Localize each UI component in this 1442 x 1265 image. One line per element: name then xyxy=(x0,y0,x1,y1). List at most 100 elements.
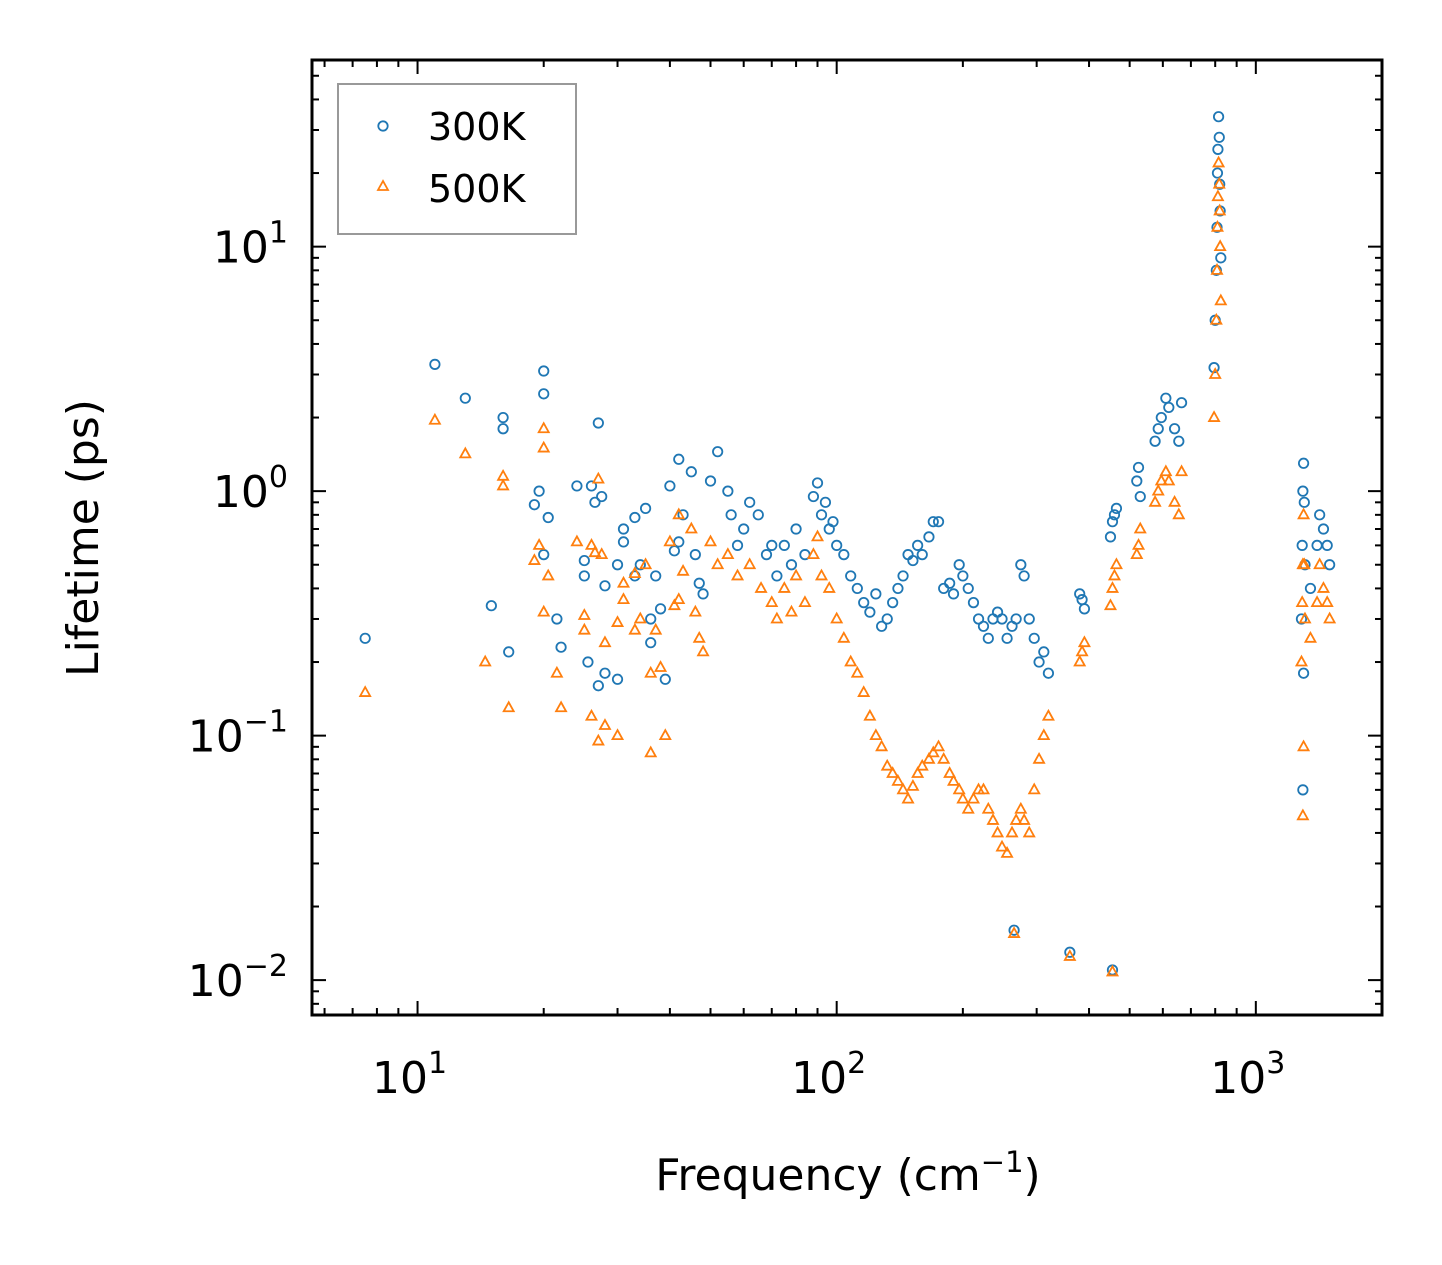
point-300k-124 xyxy=(1149,435,1161,447)
point-500k-123 xyxy=(1162,473,1176,486)
point-300k-151 xyxy=(1304,582,1317,595)
point-500k-91 xyxy=(976,782,991,795)
point-300k-142 xyxy=(1215,252,1227,264)
point-300k-33 xyxy=(639,502,652,514)
x-tick-label-1: 102 xyxy=(791,1046,866,1104)
point-500k-97 xyxy=(1005,825,1019,838)
point-300k-2 xyxy=(459,392,471,404)
point-500k-110 xyxy=(1077,635,1091,648)
point-300k-48 xyxy=(704,475,717,487)
point-300k-153 xyxy=(1314,509,1326,521)
point-300k-89 xyxy=(944,577,956,589)
point-500k-35 xyxy=(644,745,658,758)
point-300k-147 xyxy=(1298,496,1310,508)
y-tick-label-exp: −2 xyxy=(244,949,288,984)
point-300k-115 xyxy=(1078,603,1091,615)
x-axis-title-end: ) xyxy=(1024,1150,1041,1201)
point-300k-25 xyxy=(599,667,611,679)
point-300k-34 xyxy=(645,613,657,625)
point-300k-0 xyxy=(359,632,371,644)
point-500k-105 xyxy=(1041,708,1055,721)
point-300k-16 xyxy=(578,570,590,582)
point-500k-109 xyxy=(1075,644,1089,657)
point-300k-149 xyxy=(1297,784,1309,796)
point-500k-83 xyxy=(937,751,951,764)
x-axis-title-sup: −1 xyxy=(981,1145,1024,1179)
point-300k-24 xyxy=(599,580,611,592)
point-300k-20 xyxy=(589,496,601,508)
point-300k-14 xyxy=(555,641,567,653)
point-500k-5 xyxy=(496,468,510,481)
point-500k-88 xyxy=(961,801,975,814)
point-300k-3 xyxy=(485,600,497,612)
point-300k-56 xyxy=(760,549,773,561)
point-300k-64 xyxy=(811,477,824,489)
point-300k-139 xyxy=(1213,131,1225,143)
point-500k-103 xyxy=(1032,751,1046,764)
point-500k-40 xyxy=(667,598,681,611)
point-300k-45 xyxy=(689,549,701,561)
point-500k-99 xyxy=(1014,801,1028,814)
point-300k-93 xyxy=(962,582,974,595)
point-300k-60 xyxy=(785,559,798,571)
point-500k-63 xyxy=(822,581,836,593)
point-300k-42 xyxy=(673,536,685,548)
point-300k-8 xyxy=(533,485,545,497)
point-300k-119 xyxy=(1108,509,1121,521)
x-axis-title: Frequency (cm−1) xyxy=(655,1145,1040,1201)
point-300k-35 xyxy=(645,637,657,649)
point-300k-125 xyxy=(1152,423,1164,435)
y-tick-label-exp: −1 xyxy=(244,705,288,740)
point-300k-110 xyxy=(1042,667,1055,679)
point-500k-32 xyxy=(633,611,647,624)
point-500k-71 xyxy=(875,739,889,752)
point-300k-83 xyxy=(912,539,924,551)
point-300k-71 xyxy=(845,570,857,582)
y-tick-label-0: 10−2 xyxy=(188,949,288,1007)
point-300k-57 xyxy=(766,539,778,551)
y-tick-label-base: 10 xyxy=(213,223,269,274)
point-300k-104 xyxy=(1015,559,1027,571)
point-300k-1 xyxy=(429,358,441,370)
point-500k-107 xyxy=(1063,949,1077,961)
point-300k-69 xyxy=(831,539,843,551)
point-500k-14 xyxy=(554,700,568,713)
point-500k-2 xyxy=(458,446,472,459)
point-300k-78 xyxy=(887,597,899,609)
point-300k-146 xyxy=(1297,457,1310,469)
point-500k-85 xyxy=(946,774,961,786)
point-300k-154 xyxy=(1317,523,1330,535)
point-300k-126 xyxy=(1155,411,1167,424)
point-500k-50 xyxy=(721,547,735,560)
point-300k-79 xyxy=(892,582,904,595)
point-500k-33 xyxy=(639,557,653,570)
point-500k-133 xyxy=(1212,155,1226,168)
point-300k-94 xyxy=(967,597,980,609)
point-500k-76 xyxy=(901,791,915,804)
point-500k-69 xyxy=(863,708,877,721)
x-tick-label-0: 101 xyxy=(372,1046,447,1104)
point-300k-137 xyxy=(1212,143,1224,155)
legend-label-300k: 300K xyxy=(428,105,527,149)
point-500k-15 xyxy=(570,534,584,547)
point-300k-74 xyxy=(864,606,876,618)
point-500k-78 xyxy=(911,766,925,778)
point-500k-130 xyxy=(1210,262,1224,275)
point-500k-82 xyxy=(932,739,946,752)
point-500k-68 xyxy=(857,685,871,697)
point-500k-10 xyxy=(537,421,551,434)
point-300k-113 xyxy=(1074,588,1086,600)
point-500k-12 xyxy=(541,568,555,581)
point-500k-18 xyxy=(584,708,599,721)
point-500k-25 xyxy=(598,718,612,730)
point-300k-39 xyxy=(664,480,676,492)
point-500k-59 xyxy=(798,595,812,608)
point-300k-54 xyxy=(744,496,756,508)
point-500k-137 xyxy=(1214,293,1228,306)
point-300k-23 xyxy=(596,490,608,503)
point-500k-118 xyxy=(1133,521,1147,534)
point-500k-87 xyxy=(956,791,970,804)
point-500k-80 xyxy=(922,751,936,764)
point-300k-122 xyxy=(1132,461,1145,474)
